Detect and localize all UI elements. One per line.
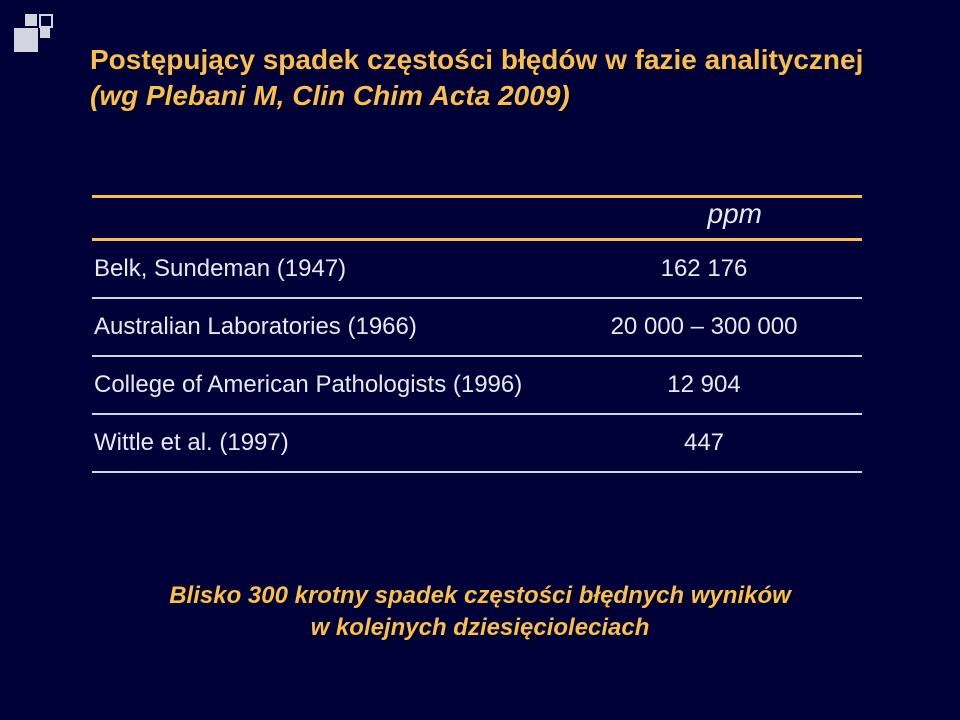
footnote: Blisko 300 krotny spadek częstości błędn… (150, 580, 810, 645)
decor-square (14, 28, 38, 52)
table-row: Belk, Sundeman (1947) 162 176 (92, 238, 862, 299)
decor-square-outline (39, 14, 53, 28)
row-value: 162 176 (574, 255, 834, 283)
decor-square (40, 28, 50, 38)
row-value: 447 (574, 429, 834, 457)
data-table: ppm Belk, Sundeman (1947) 162 176 Austra… (92, 195, 862, 473)
corner-decoration (14, 14, 62, 62)
table-row: Wittle et al. (1997) 447 (92, 415, 862, 473)
table-header: ppm (92, 195, 862, 238)
decor-square (25, 14, 37, 26)
row-label: Australian Laboratories (1966) (94, 313, 574, 341)
footnote-line2: w kolejnych dziesięcioleciach (311, 614, 650, 641)
table-row: Australian Laboratories (1966) 20 000 – … (92, 299, 862, 357)
row-label: College of American Pathologists (1996) (94, 371, 574, 399)
footnote-line1: Blisko 300 krotny spadek częstości błędn… (169, 582, 791, 609)
table-row: College of American Pathologists (1996) … (92, 357, 862, 415)
row-label: Belk, Sundeman (1947) (94, 255, 574, 283)
title-line2: (wg Plebani M, Clin Chim Acta 2009) (90, 80, 570, 111)
row-value: 20 000 – 300 000 (574, 313, 834, 341)
row-value: 12 904 (574, 371, 834, 399)
slide-title: Postępujący spadek częstości błędów w fa… (90, 42, 900, 114)
title-line1: Postępujący spadek częstości błędów w fa… (90, 44, 863, 75)
row-label: Wittle et al. (1997) (94, 429, 574, 457)
